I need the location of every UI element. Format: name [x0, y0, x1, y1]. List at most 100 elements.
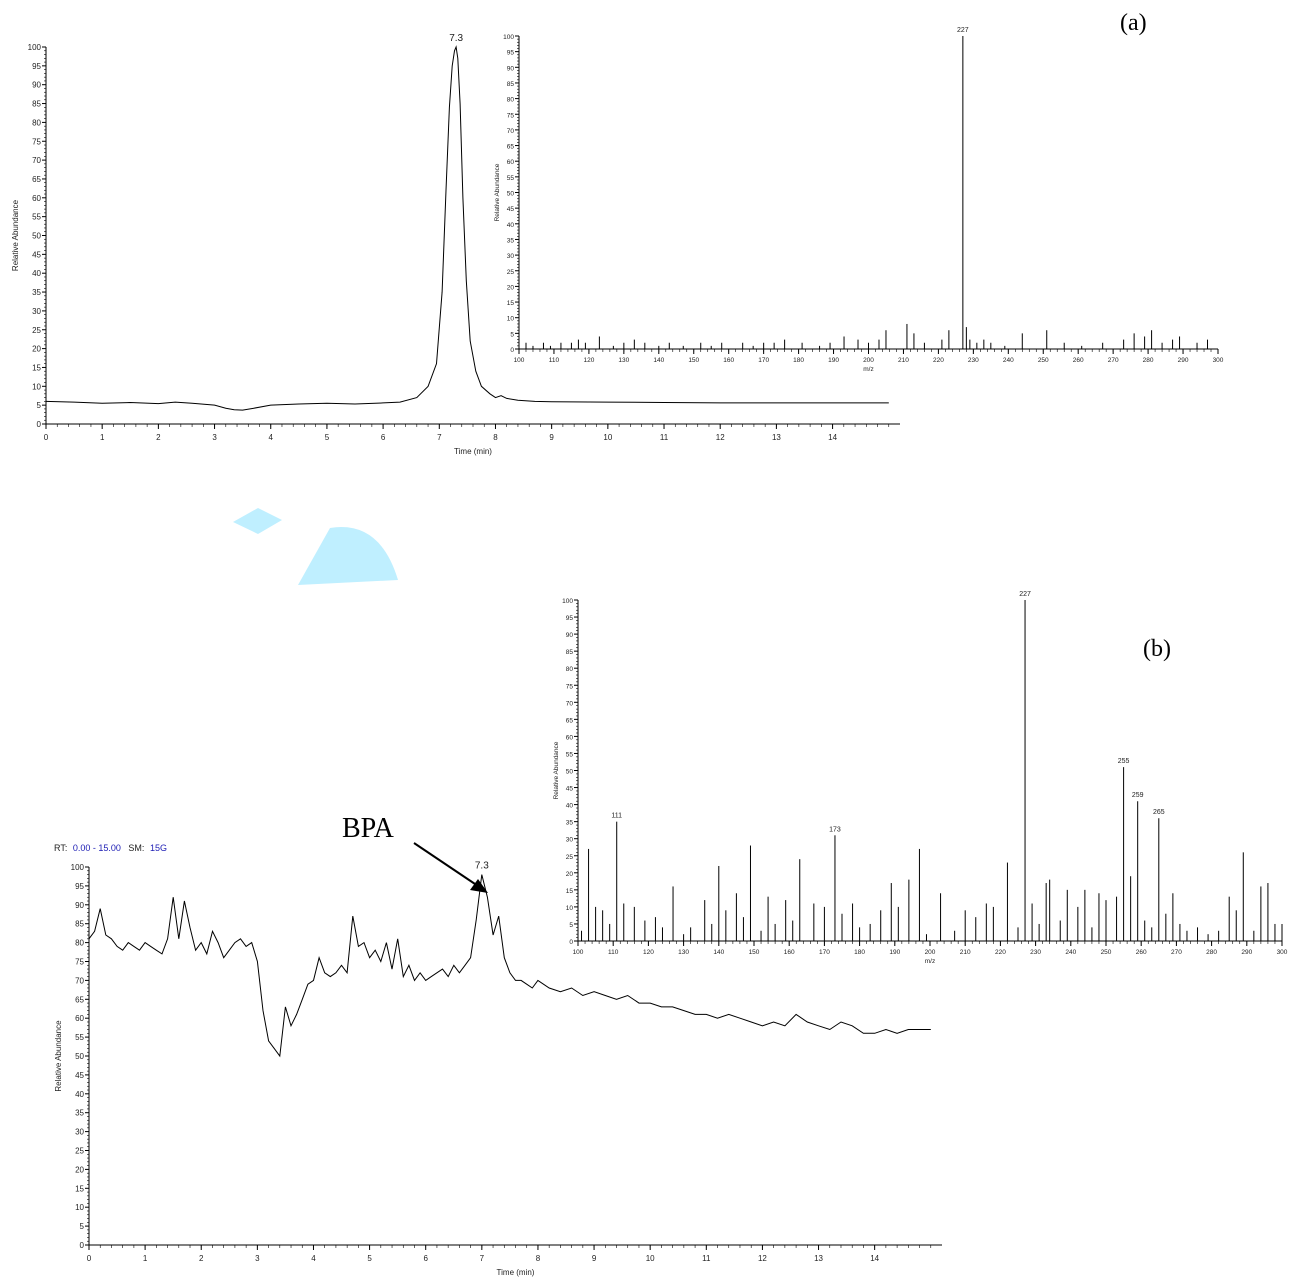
y-tick-label: 20 — [507, 284, 515, 291]
y-tick-label: 50 — [507, 191, 515, 198]
x-tick-label: 7 — [437, 433, 442, 442]
y-axis-title: Relative Abundance — [494, 163, 501, 221]
y-tick-label: 25 — [75, 1147, 84, 1156]
y-tick-label: 30 — [566, 837, 574, 844]
x-tick-label: 14 — [870, 1254, 879, 1263]
x-tick-label: 100 — [573, 949, 584, 956]
y-tick-label: 20 — [32, 345, 41, 354]
y-tick-label: 100 — [503, 34, 514, 41]
x-tick-label: 10 — [646, 1254, 655, 1263]
y-tick-label: 70 — [32, 156, 41, 165]
x-tick-label: 12 — [716, 433, 725, 442]
x-tick-label: 300 — [1277, 949, 1288, 956]
y-tick-label: 0 — [510, 347, 514, 354]
x-tick-label: 180 — [854, 949, 865, 956]
y-tick-label: 75 — [566, 683, 574, 690]
peak-label: 7.3 — [449, 33, 463, 44]
x-tick-label: 2 — [199, 1254, 204, 1263]
x-tick-label: 130 — [618, 357, 629, 364]
y-tick-label: 90 — [507, 65, 515, 72]
y-tick-label: 40 — [75, 1090, 84, 1099]
y-tick-label: 5 — [569, 922, 573, 929]
y-tick-label: 70 — [566, 700, 574, 707]
trace-line — [45, 45, 889, 411]
y-tick-label: 45 — [507, 206, 515, 213]
y-tick-label: 35 — [566, 820, 574, 827]
sm-label: SM: — [128, 843, 144, 853]
y-tick-label: 10 — [32, 382, 41, 391]
y-tick-label: 15 — [507, 300, 515, 307]
y-tick-label: 60 — [32, 194, 41, 203]
x-tick-label: 150 — [688, 357, 699, 364]
bpa-arrow — [413, 842, 488, 893]
x-tick-label: 1 — [100, 433, 105, 442]
panel-label-a: (a) — [1120, 10, 1147, 36]
y-tick-label: 85 — [507, 81, 515, 88]
y-tick-label: 35 — [507, 237, 515, 244]
y-tick-label: 55 — [32, 213, 41, 222]
x-tick-label: 300 — [1213, 357, 1224, 364]
y-tick-label: 35 — [32, 288, 41, 297]
y-tick-label: 5 — [80, 1222, 85, 1231]
x-tick-label: 180 — [793, 357, 804, 364]
x-axis-title: m/z — [863, 366, 873, 373]
y-tick-label: 30 — [32, 307, 41, 316]
y-tick-label: 95 — [566, 615, 574, 622]
x-tick-label: 260 — [1136, 949, 1147, 956]
x-tick-label: 150 — [749, 949, 760, 956]
y-tick-label: 30 — [75, 1128, 84, 1137]
ion-label: 173 — [829, 826, 841, 833]
y-tick-label: 75 — [507, 112, 515, 119]
y-tick-label: 65 — [507, 144, 515, 151]
y-axis-title: Relative Abundance — [54, 1020, 63, 1092]
y-tick-label: 60 — [507, 159, 515, 166]
x-tick-label: 270 — [1108, 357, 1119, 364]
y-tick-label: 50 — [32, 232, 41, 241]
y-tick-label: 15 — [75, 1184, 84, 1193]
x-tick-label: 210 — [898, 357, 909, 364]
x-tick-label: 120 — [643, 949, 654, 956]
x-tick-label: 11 — [702, 1254, 711, 1263]
ion-label: 227 — [957, 27, 969, 34]
rt-value: 0.00 - 15.00 — [73, 843, 121, 853]
y-tick-label: 30 — [507, 253, 515, 260]
y-tick-label: 85 — [32, 100, 41, 109]
y-tick-label: 10 — [507, 316, 515, 323]
y-tick-label: 40 — [507, 222, 515, 229]
y-tick-label: 95 — [32, 62, 41, 71]
x-tick-label: 8 — [536, 1254, 541, 1263]
y-tick-label: 20 — [566, 871, 574, 878]
y-tick-label: 10 — [75, 1203, 84, 1212]
y-axis-title: Relative Abundance — [11, 199, 20, 271]
y-tick-label: 40 — [32, 269, 41, 278]
x-axis-title: Time (min) — [454, 447, 492, 456]
sm-value: 15G — [150, 843, 167, 853]
y-tick-label: 20 — [75, 1165, 84, 1174]
x-tick-label: 11 — [660, 433, 669, 442]
x-tick-label: 200 — [925, 949, 936, 956]
y-tick-label: 25 — [32, 326, 41, 335]
chart-b-chromatogram: 0510152025303540455055606570758085909510… — [54, 861, 942, 1277]
x-tick-label: 0 — [44, 433, 49, 442]
y-tick-label: 15 — [566, 888, 574, 895]
x-tick-label: 8 — [493, 433, 498, 442]
y-tick-label: 45 — [566, 786, 574, 793]
y-tick-label: 45 — [75, 1071, 84, 1080]
x-tick-label: 3 — [212, 433, 217, 442]
x-tick-label: 170 — [758, 357, 769, 364]
x-tick-label: 7 — [480, 1254, 485, 1263]
y-tick-label: 80 — [507, 97, 515, 104]
x-tick-label: 13 — [814, 1254, 823, 1263]
y-tick-label: 40 — [566, 803, 574, 810]
x-tick-label: 5 — [325, 433, 330, 442]
y-tick-label: 0 — [37, 420, 42, 429]
y-tick-label: 95 — [75, 882, 84, 891]
x-tick-label: 110 — [549, 357, 560, 364]
x-tick-label: 1 — [143, 1254, 148, 1263]
y-tick-label: 90 — [566, 632, 574, 639]
x-tick-label: 3 — [255, 1254, 260, 1263]
trace-line — [88, 874, 931, 1058]
y-tick-label: 25 — [507, 269, 515, 276]
ion-label: 255 — [1118, 758, 1130, 765]
